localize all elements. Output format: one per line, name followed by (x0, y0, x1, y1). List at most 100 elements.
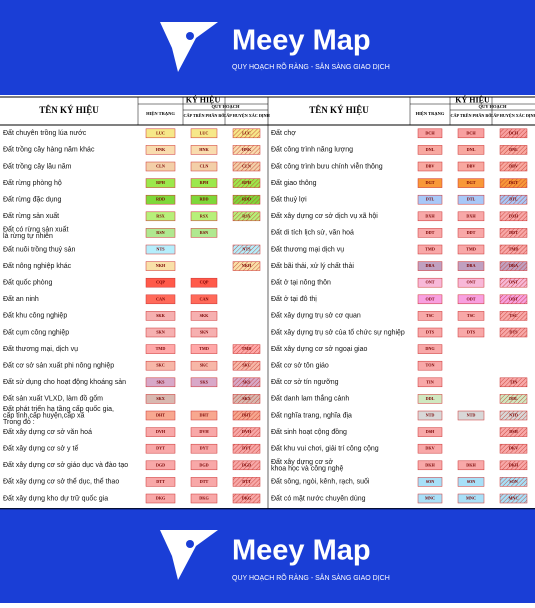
symbol-code: SON (509, 479, 518, 484)
symbol-code: TMD (425, 246, 435, 251)
symbol (190, 493, 218, 504)
symbol-hatch (233, 145, 260, 155)
symbol-code: DKH (509, 462, 519, 467)
symbol-code: HNK (156, 147, 166, 152)
symbol-code: DKV (509, 446, 518, 451)
symbol-hatch (233, 444, 260, 454)
symbol (417, 477, 443, 487)
symbol-code: DNL (426, 147, 435, 152)
symbol-code: LUC (200, 130, 209, 135)
symbol-code: TIN (426, 379, 433, 384)
symbol-hatch (233, 494, 260, 503)
symbol-hatch (500, 128, 527, 138)
symbol (145, 410, 176, 421)
symbol-code: NKH (156, 263, 166, 268)
symbol-hatch (500, 377, 527, 387)
symbol (417, 344, 443, 354)
land-name: Đất ở tại nông thôn (271, 278, 331, 287)
symbol (145, 211, 176, 222)
symbol (417, 377, 443, 388)
symbol-hatch (500, 178, 527, 188)
symbol-code: DCH (425, 130, 435, 135)
symbol-code: TMD (199, 346, 209, 351)
symbol-hatch (500, 278, 527, 288)
symbol (417, 178, 443, 188)
symbol-code: TMD (466, 246, 476, 251)
symbol-code: DCH (509, 130, 519, 135)
symbol-code: SKX (242, 396, 251, 401)
land-name: Đất xây dựng cơ sở văn hoá (3, 427, 92, 436)
symbol-code: DVH (199, 429, 209, 434)
land-name: Đất xây dựng cơ sở ngoại giao (271, 344, 367, 353)
symbol-code: DXH (425, 213, 435, 218)
symbol (417, 311, 443, 321)
symbol-code: SKN (200, 329, 209, 334)
land-name: Đất rừng đặc dụng (3, 195, 61, 204)
land-name: Đất cơ sở tín ngưỡng (271, 377, 339, 386)
symbol-code: LUC (242, 130, 251, 135)
symbol (145, 244, 176, 255)
symbol (145, 194, 176, 205)
symbol (145, 394, 176, 404)
land-name: Đất xây dựng cơ sở dịch vụ xã hội (271, 211, 378, 220)
symbol (457, 261, 485, 271)
symbol-hatch (233, 195, 260, 205)
symbol (190, 360, 218, 371)
symbol-code: RSN (156, 230, 164, 235)
symbol-code: DHT (156, 412, 165, 417)
symbol-code: SKC (200, 363, 209, 368)
symbol-code: RDD (156, 197, 165, 202)
symbol-code: RDD (199, 197, 208, 202)
symbol-code: CLN (242, 163, 251, 168)
land-name: Đất khu công nghiệp (3, 311, 67, 320)
symbol-code: ODT (425, 296, 434, 301)
symbol (457, 211, 485, 222)
symbol-code: SKX (156, 396, 165, 401)
symbol-code: DKG (199, 495, 209, 500)
symbol-hatch (500, 460, 527, 470)
symbol (457, 244, 485, 255)
symbol-code: DSH (509, 429, 518, 434)
land-name: Đất sử dụng cho hoạt động khoáng sản (3, 377, 126, 386)
land-name: Đất rừng sản xuất (3, 211, 59, 220)
land-name: Đất khu vui chơi, giải trí công cộng (271, 444, 379, 453)
symbol-code: SKS (157, 379, 166, 384)
symbol-code: CLN (156, 163, 165, 168)
symbol-code: TSC (467, 313, 475, 318)
symbol-code: RSX (156, 213, 164, 218)
symbol (145, 128, 176, 139)
symbol-code: DHT (199, 412, 208, 417)
symbol-hatch (500, 261, 527, 271)
symbol (417, 460, 443, 471)
symbol-hatch (233, 361, 260, 371)
land-name: Đất xây dựng kho dự trữ quốc gia (3, 493, 108, 502)
top-banner: Meey Map QUY HOẠCH RÕ RÀNG - SẴN SÀNG GI… (0, 0, 535, 95)
symbol (145, 493, 176, 504)
symbol-hatch (500, 494, 527, 503)
symbol (417, 228, 443, 238)
symbol-code: SKK (156, 313, 166, 318)
land-name: Đất ở tại đô thị (271, 294, 317, 303)
symbol-code: ONT (509, 280, 518, 285)
symbol (145, 327, 176, 338)
symbol-code: RSX (242, 213, 250, 218)
symbol (457, 178, 485, 188)
symbol-code: DYT (242, 446, 251, 451)
symbol (190, 294, 218, 305)
symbol (457, 460, 485, 471)
symbol (417, 360, 443, 371)
symbol-code: MNC (425, 495, 435, 500)
bottom-banner: Meey Map QUY HOẠCH RÕ RÀNG - SẴN SÀNG GI… (0, 508, 535, 603)
symbol (145, 228, 176, 238)
symbol (457, 327, 485, 338)
symbol-code: SKS (200, 379, 209, 384)
land-name: Đất an ninh (3, 294, 39, 303)
symbol-code: DTT (242, 479, 251, 484)
symbol-code: DGT (466, 180, 475, 185)
symbol (190, 228, 218, 238)
symbol-code: DGD (242, 462, 251, 467)
symbol (190, 145, 218, 155)
symbol (417, 244, 443, 255)
land-name: Đất xây dựng trụ sở cơ quan (271, 311, 361, 320)
symbol-hatch (233, 394, 260, 404)
